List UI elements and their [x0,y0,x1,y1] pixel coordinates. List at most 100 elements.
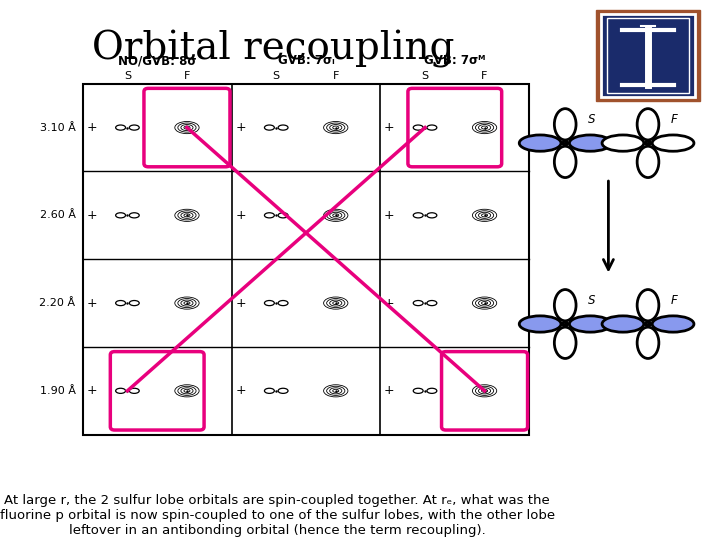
Text: +: + [384,384,395,397]
Text: Orbital recoupling: Orbital recoupling [92,30,455,68]
Ellipse shape [563,141,567,145]
Ellipse shape [479,388,490,394]
Text: +: + [86,384,97,397]
Ellipse shape [264,213,274,218]
Ellipse shape [327,211,345,220]
Ellipse shape [427,125,437,130]
Ellipse shape [475,123,494,132]
Text: GVB: 7σₗ: GVB: 7σₗ [278,55,334,68]
Ellipse shape [323,384,348,397]
Text: +: + [235,121,246,134]
Ellipse shape [184,389,190,393]
Bar [83,84,529,435]
Ellipse shape [554,146,576,178]
Bar [607,18,689,93]
Ellipse shape [116,300,125,306]
Ellipse shape [175,297,199,309]
Ellipse shape [472,122,497,134]
Ellipse shape [554,109,576,140]
Ellipse shape [519,135,561,151]
Text: +: + [384,209,395,222]
Ellipse shape [130,213,139,218]
Ellipse shape [333,214,339,217]
Ellipse shape [427,388,437,393]
Text: +: + [384,296,395,309]
Ellipse shape [479,212,490,218]
Ellipse shape [175,122,199,134]
Ellipse shape [278,300,288,306]
Ellipse shape [519,316,561,332]
Text: 1.90 Å: 1.90 Å [40,386,76,396]
Text: GVB: 7σᴹ: GVB: 7σᴹ [424,55,485,68]
Ellipse shape [652,135,694,151]
Ellipse shape [472,210,497,221]
Ellipse shape [646,141,650,145]
Text: +: + [86,296,97,309]
Text: +: + [86,209,97,222]
Ellipse shape [563,322,567,326]
Ellipse shape [637,289,659,321]
Ellipse shape [181,388,193,394]
Ellipse shape [181,125,193,131]
Text: F: F [184,71,190,81]
Text: F: F [482,71,487,81]
Text: F: F [333,71,339,81]
Ellipse shape [413,388,423,393]
Ellipse shape [327,123,345,132]
Ellipse shape [472,384,497,397]
Text: S: S [588,113,595,126]
Text: F: F [671,113,678,126]
Ellipse shape [130,125,139,130]
Text: S: S [421,71,428,81]
Text: S: S [273,71,280,81]
Ellipse shape [570,135,611,151]
Text: 2.20 Å: 2.20 Å [40,298,76,308]
Ellipse shape [330,125,342,131]
Ellipse shape [264,388,274,393]
Ellipse shape [116,213,125,218]
Ellipse shape [278,213,288,218]
Ellipse shape [482,126,487,129]
Ellipse shape [278,388,288,393]
Ellipse shape [570,316,611,332]
Ellipse shape [333,126,339,129]
Text: NO/GVB: 8σ: NO/GVB: 8σ [118,55,197,68]
Text: 3.10 Å: 3.10 Å [40,123,76,133]
Ellipse shape [264,300,274,306]
Text: 2.60 Å: 2.60 Å [40,210,76,220]
Ellipse shape [175,384,199,397]
Ellipse shape [637,109,659,140]
Ellipse shape [130,300,139,306]
Ellipse shape [330,300,342,306]
Ellipse shape [178,386,196,395]
Ellipse shape [175,210,199,221]
Ellipse shape [413,213,423,218]
Ellipse shape [602,135,644,151]
Text: +: + [235,209,246,222]
Text: At large r, the 2 sulfur lobe orbitals are spin-coupled together. At rₑ, what wa: At large r, the 2 sulfur lobe orbitals a… [0,494,555,537]
Ellipse shape [333,301,339,305]
Ellipse shape [264,125,274,130]
Ellipse shape [116,388,125,393]
Ellipse shape [472,297,497,309]
Text: +: + [235,384,246,397]
Ellipse shape [327,299,345,308]
Ellipse shape [646,322,650,326]
Ellipse shape [330,212,342,218]
Ellipse shape [482,389,487,393]
Ellipse shape [475,211,494,220]
Ellipse shape [479,125,490,131]
Ellipse shape [184,301,190,305]
Ellipse shape [178,211,196,220]
Ellipse shape [475,386,494,395]
Bar [596,10,700,101]
Ellipse shape [652,316,694,332]
Ellipse shape [178,299,196,308]
Ellipse shape [116,125,125,130]
Ellipse shape [427,213,437,218]
Ellipse shape [130,388,139,393]
Ellipse shape [330,388,342,394]
Ellipse shape [413,300,423,306]
Bar [601,14,695,97]
Ellipse shape [475,299,494,308]
